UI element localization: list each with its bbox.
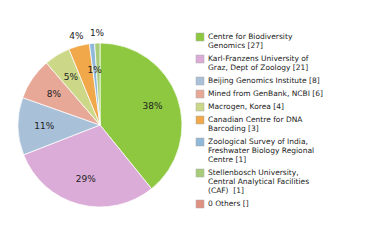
data-label: 11% [34,121,54,131]
data-label: 1% [90,28,105,38]
legend-label: Zoological Survey of India,Freshwater Bi… [208,137,314,164]
chart: 38% 29% 11% 8%5% 4% 1% 1% Centre for Biodiversi… [0,0,380,240]
data-label: 8% [47,89,62,99]
data-label: 38% [143,101,163,111]
legend-label: 0 Others [] [208,199,249,208]
data-labels: 38% 29% 11% 8%5% 4% 1% 1% [34,28,163,184]
legend-swatch [196,33,204,41]
legend-swatch [196,200,204,208]
legend-label: Karl-Franzens University ofGraz, Dept of… [208,54,309,72]
legend-item: Stellenbosch University,Central Analytic… [196,168,309,195]
legend-item: Mined from GenBank, NCBI [6] [196,89,323,98]
data-label: 5% [64,72,79,82]
legend-swatch [196,103,204,111]
legend-label: Mined from GenBank, NCBI [6] [208,89,323,98]
data-label: 1% [87,65,102,75]
legend-item: Centre for BiodiversityGenomics [27] [196,32,293,50]
legend-item: Macrogen, Korea [4] [196,102,284,111]
legend-item: 0 Others [] [196,199,249,208]
legend-item: Canadian Centre for DNABarcoding [3] [196,115,303,133]
legend-swatch [196,55,204,63]
legend-item: Karl-Franzens University ofGraz, Dept of… [196,54,309,72]
legend-swatch [196,90,204,98]
legend-swatch [196,77,204,85]
pie-slice [69,44,100,125]
legend: Centre for BiodiversityGenomics [27] Karl… [196,32,323,208]
legend-label: Beijing Genomics Institute [8] [208,76,320,85]
legend-label: Stellenbosch University,Central Analytic… [208,168,309,195]
pie-slice [89,43,100,125]
legend-label: Macrogen, Korea [4] [208,102,284,111]
legend-label: Centre for BiodiversityGenomics [27] [208,32,293,50]
legend-item: Beijing Genomics Institute [8] [196,76,320,85]
data-label: 29% [76,174,96,184]
legend-label: Canadian Centre for DNABarcoding [3] [208,115,303,133]
legend-swatch [196,138,204,146]
pie [18,43,182,207]
data-label: 4% [69,31,84,41]
legend-swatch [196,169,204,177]
pie-slice [95,43,100,125]
legend-swatch [196,116,204,124]
legend-item: Zoological Survey of India,Freshwater Bi… [196,137,314,164]
